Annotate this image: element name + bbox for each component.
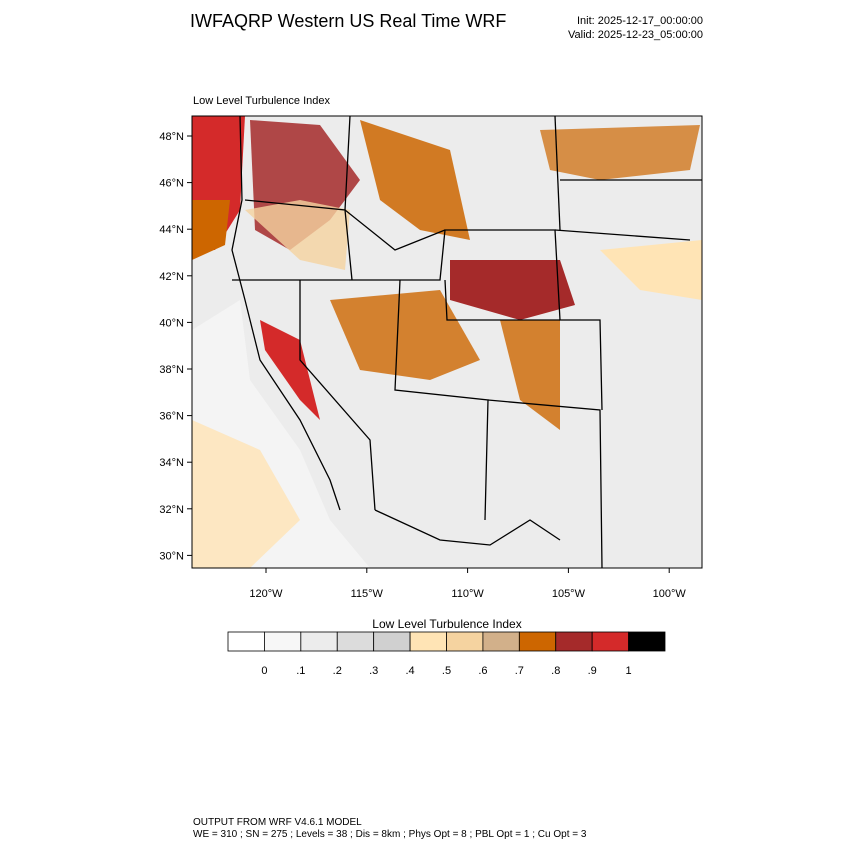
- colorbar-label: .1: [296, 665, 305, 677]
- colorbar-box: [373, 631, 411, 652]
- colorbar-box: [446, 631, 484, 652]
- colorbar-box: [409, 631, 447, 652]
- lat-label: 38°N: [159, 364, 184, 376]
- colorbar-label: .5: [442, 665, 451, 677]
- init-time: Init: 2025-12-17_00:00:00: [577, 15, 703, 27]
- colorbar-label: 1: [626, 665, 632, 677]
- colorbar-label: .8: [551, 665, 560, 677]
- lat-label: 46°N: [159, 178, 184, 190]
- lon-label: 115°W: [351, 588, 384, 600]
- colorbar-label: .4: [405, 665, 414, 677]
- lon-label: 110°W: [451, 588, 484, 600]
- map-frame: [191, 115, 703, 569]
- lat-label: 44°N: [159, 224, 184, 236]
- lat-label: 42°N: [159, 271, 184, 283]
- lat-label: 30°N: [159, 550, 184, 562]
- colorbar-label: .3: [369, 665, 378, 677]
- title: IWFAQRP Western US Real Time WRF: [190, 11, 506, 31]
- lat-label: 34°N: [159, 457, 184, 469]
- colorbar-box: [264, 631, 302, 652]
- colorbar-label: .9: [588, 665, 597, 677]
- colorbar-box: [227, 631, 265, 652]
- colorbar-label: .7: [515, 665, 524, 677]
- lat-label: 40°N: [159, 317, 184, 329]
- valid-time: Valid: 2025-12-23_05:00:00: [568, 29, 703, 41]
- lat-label: 36°N: [159, 411, 184, 423]
- map-title: Low Level Turbulence Index: [193, 95, 330, 107]
- colorbar-label: .6: [478, 665, 487, 677]
- colorbar-box: [518, 631, 557, 652]
- map-field: [192, 116, 702, 568]
- colorbar-box: [628, 631, 666, 652]
- footer-line: OUTPUT FROM WRF V4.6.1 MODEL: [193, 817, 362, 828]
- colorbar-label: 0: [261, 665, 267, 677]
- lat-label: 48°N: [159, 131, 184, 143]
- lon-label: 105°W: [552, 588, 586, 600]
- colorbar-box: [336, 631, 375, 652]
- colorbar-title: Low Level Turbulence Index: [372, 617, 521, 631]
- colorbar-label: .2: [333, 665, 342, 677]
- lat-label: 32°N: [159, 504, 184, 516]
- colorbar-box: [555, 631, 593, 652]
- colorbar-box: [482, 631, 520, 652]
- footer-line: WE = 310 ; SN = 275 ; Levels = 38 ; Dis …: [193, 829, 587, 840]
- lon-label: 120°W: [249, 588, 283, 600]
- lon-label: 100°W: [653, 588, 687, 600]
- colorbar-box: [300, 631, 338, 652]
- colorbar-box: [591, 631, 629, 652]
